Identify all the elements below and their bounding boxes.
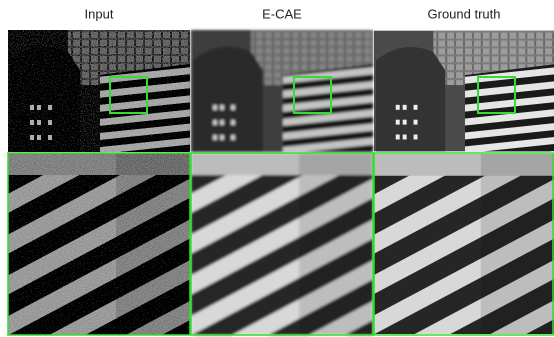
ecae-shade bbox=[191, 30, 373, 152]
ecae-zoom bbox=[191, 153, 373, 335]
figure: Input E-CAE Ground truth bbox=[0, 0, 554, 337]
column-title: E-CAE bbox=[262, 6, 302, 21]
input-image bbox=[8, 30, 190, 152]
column-title: Input bbox=[85, 6, 114, 21]
input-zoom bbox=[8, 153, 190, 335]
page: Input E-CAE Ground truth (() => { const … bbox=[0, 0, 554, 337]
ground-truth-zoom bbox=[374, 154, 554, 334]
ground-truth-image bbox=[374, 31, 554, 152]
column-title: Ground truth bbox=[428, 6, 501, 21]
